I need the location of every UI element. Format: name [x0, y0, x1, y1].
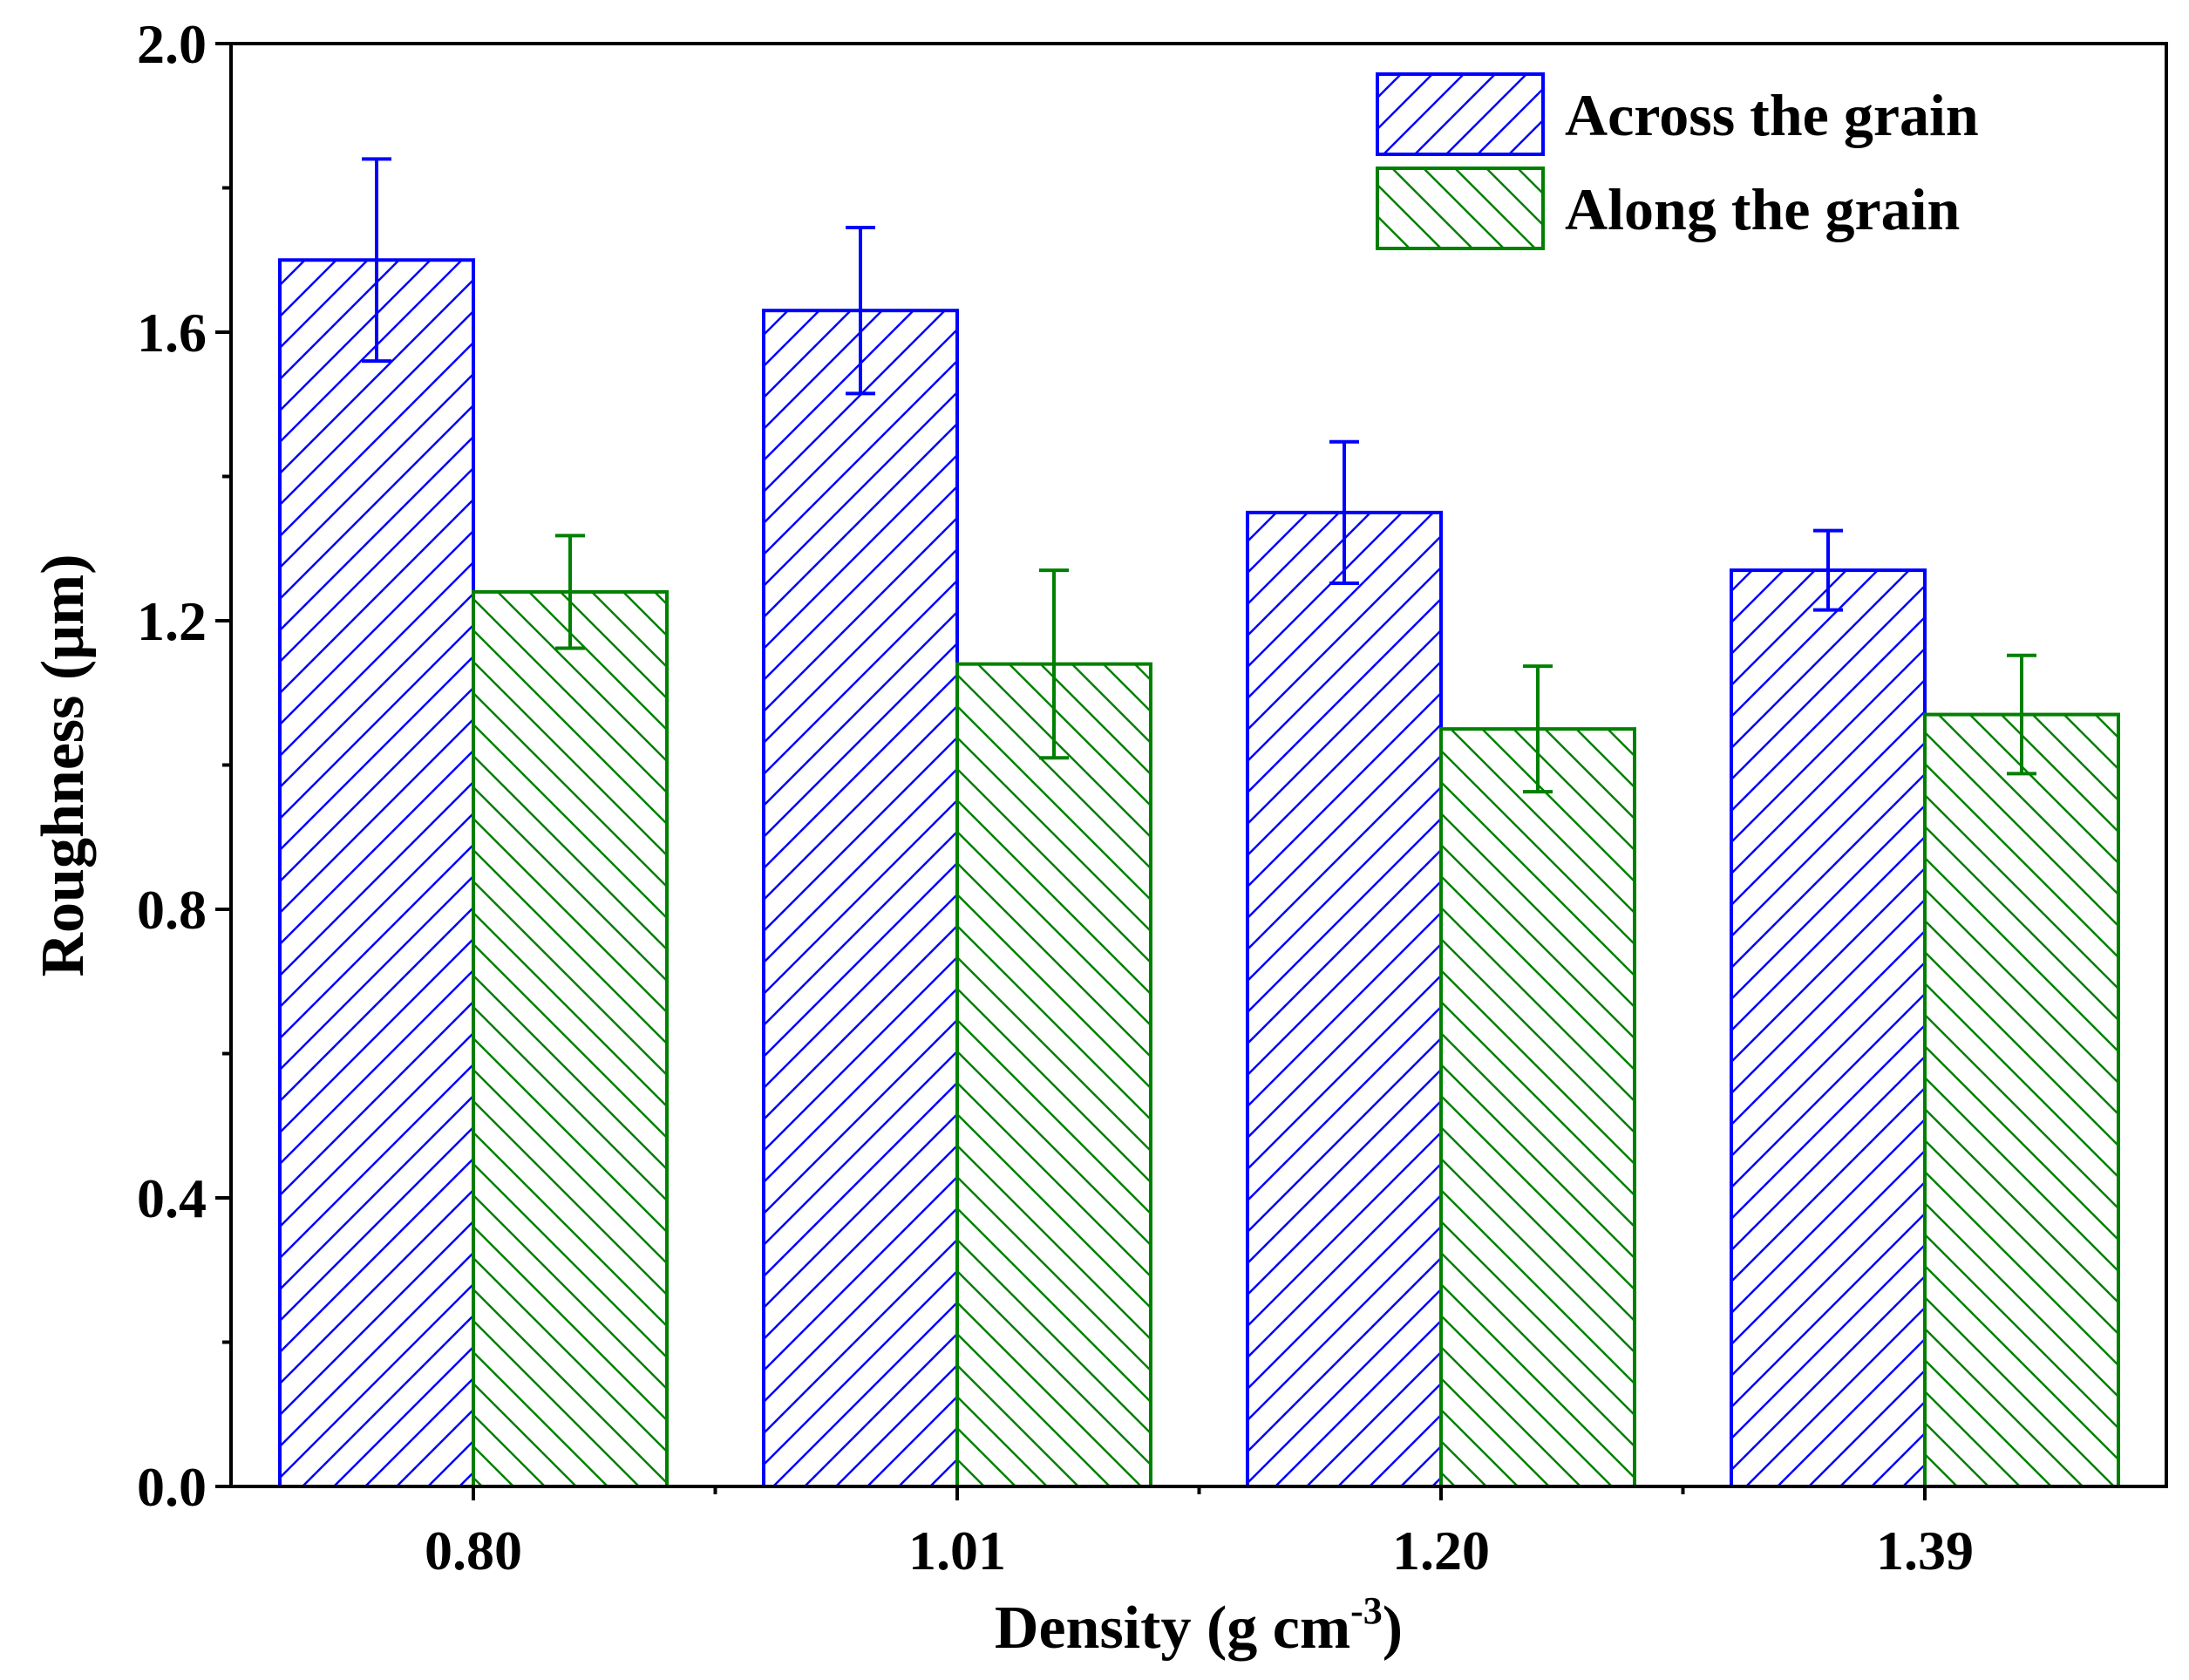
error-bar-along-1.01	[1039, 568, 1069, 760]
error-bar-across-1.20	[1329, 439, 1359, 585]
legend-label: Along the grain	[1565, 176, 1960, 242]
error-bar-along-0.80	[555, 534, 585, 650]
error-bar-along-1.39	[2007, 653, 2036, 776]
x-axis-title: Density (g cm-3)	[995, 1589, 1403, 1662]
bar-across-1.01	[762, 309, 959, 1488]
bar-along-1.39	[1923, 712, 2120, 1488]
bar-along-1.01	[955, 662, 1152, 1488]
error-bar-across-1.39	[1813, 528, 1843, 612]
x-axis-title-superscript: -3	[1350, 1589, 1383, 1632]
legend-item-across: Across the grain	[1376, 72, 1979, 156]
x-tick-label: 1.39	[1876, 1520, 1974, 1581]
x-axis-title-main: Density (g cm	[995, 1595, 1350, 1662]
legend-swatch	[1376, 72, 1545, 156]
legend: Across the grain Along the grain	[1376, 72, 1979, 250]
y-tick-label: 0.4	[137, 1167, 207, 1229]
legend-swatch	[1376, 167, 1545, 250]
y-tick-label: 0.8	[137, 879, 207, 941]
legend-label: Across the grain	[1565, 82, 1979, 148]
bar-across-1.20	[1246, 510, 1443, 1488]
x-tick-label: 1.01	[908, 1520, 1006, 1581]
x-tick-label: 0.80	[425, 1520, 522, 1581]
x-tick-label: 1.20	[1392, 1520, 1490, 1581]
error-bar-along-1.20	[1523, 664, 1553, 794]
y-tick-label: 2.0	[137, 13, 207, 75]
y-tick-label: 1.6	[137, 302, 207, 364]
x-axis-title-close: )	[1383, 1595, 1403, 1662]
y-axis-title: Roughness (μm)	[30, 554, 97, 976]
bar-along-0.80	[472, 589, 669, 1488]
bar-across-1.39	[1730, 568, 1927, 1489]
bar-along-1.20	[1439, 727, 1636, 1488]
error-bar-across-1.01	[846, 226, 875, 396]
y-tick-label: 0.0	[137, 1456, 207, 1518]
error-bar-across-0.80	[362, 157, 391, 364]
y-tick-label: 1.2	[137, 590, 207, 652]
legend-item-along: Along the grain	[1376, 167, 1960, 250]
bar-across-0.80	[278, 258, 475, 1488]
